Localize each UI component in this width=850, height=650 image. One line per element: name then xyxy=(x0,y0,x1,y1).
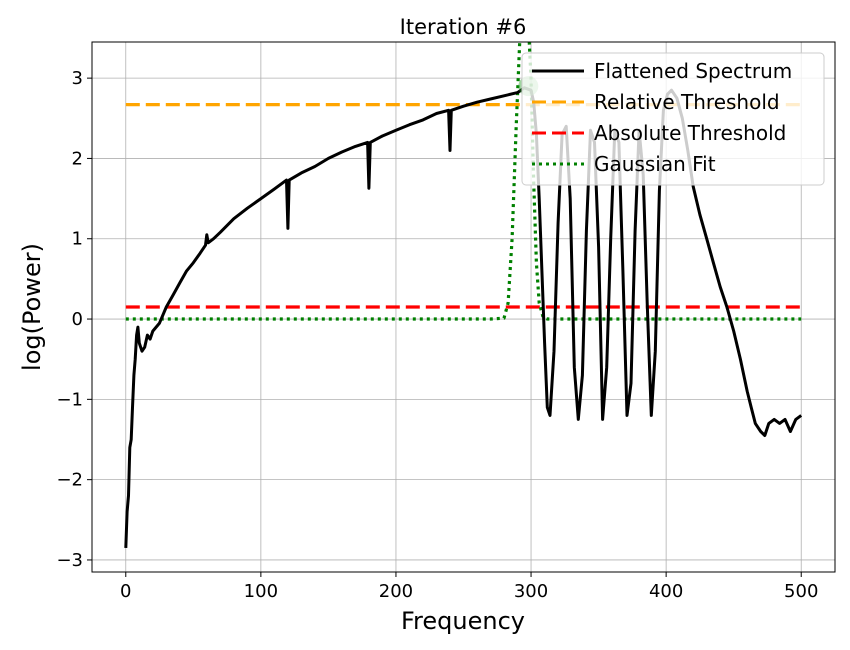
x-tick-label: 100 xyxy=(244,581,278,602)
x-tick-label: 200 xyxy=(379,581,413,602)
legend-box xyxy=(521,52,825,186)
y-tick-label: −1 xyxy=(56,389,83,410)
axes-frame xyxy=(91,41,836,573)
y-tick-label: 0 xyxy=(72,309,83,330)
legend-label: Relative Threshold xyxy=(594,90,780,114)
chart-title: Iteration #6 xyxy=(400,15,527,39)
legend-label: Gaussian Fit xyxy=(594,152,716,176)
x-tick-label: 400 xyxy=(649,581,683,602)
legend: Flattened Spectrum Relative Threshold Abso… xyxy=(521,52,825,186)
y-tick-label: −3 xyxy=(56,550,83,571)
x-tick-label: 500 xyxy=(784,581,818,602)
y-tick-label: 2 xyxy=(72,148,83,169)
x-axis-label: Frequency xyxy=(401,607,525,635)
legend-label: Absolute Threshold xyxy=(594,121,786,145)
x-tick-label: 0 xyxy=(120,581,131,602)
y-tick-label: 1 xyxy=(72,229,83,250)
y-tick-label: 3 xyxy=(72,68,83,89)
y-axis-label: log(Power) xyxy=(18,243,46,371)
x-tick-label: 300 xyxy=(514,581,548,602)
y-tick-label: −2 xyxy=(56,470,83,491)
ticks: 0 100 200 300 400 500 −3 −2 −1 0 1 2 3 xyxy=(56,68,818,602)
series-line-gaussian-fit xyxy=(125,42,802,321)
legend-label: Flattened Spectrum xyxy=(594,59,792,83)
